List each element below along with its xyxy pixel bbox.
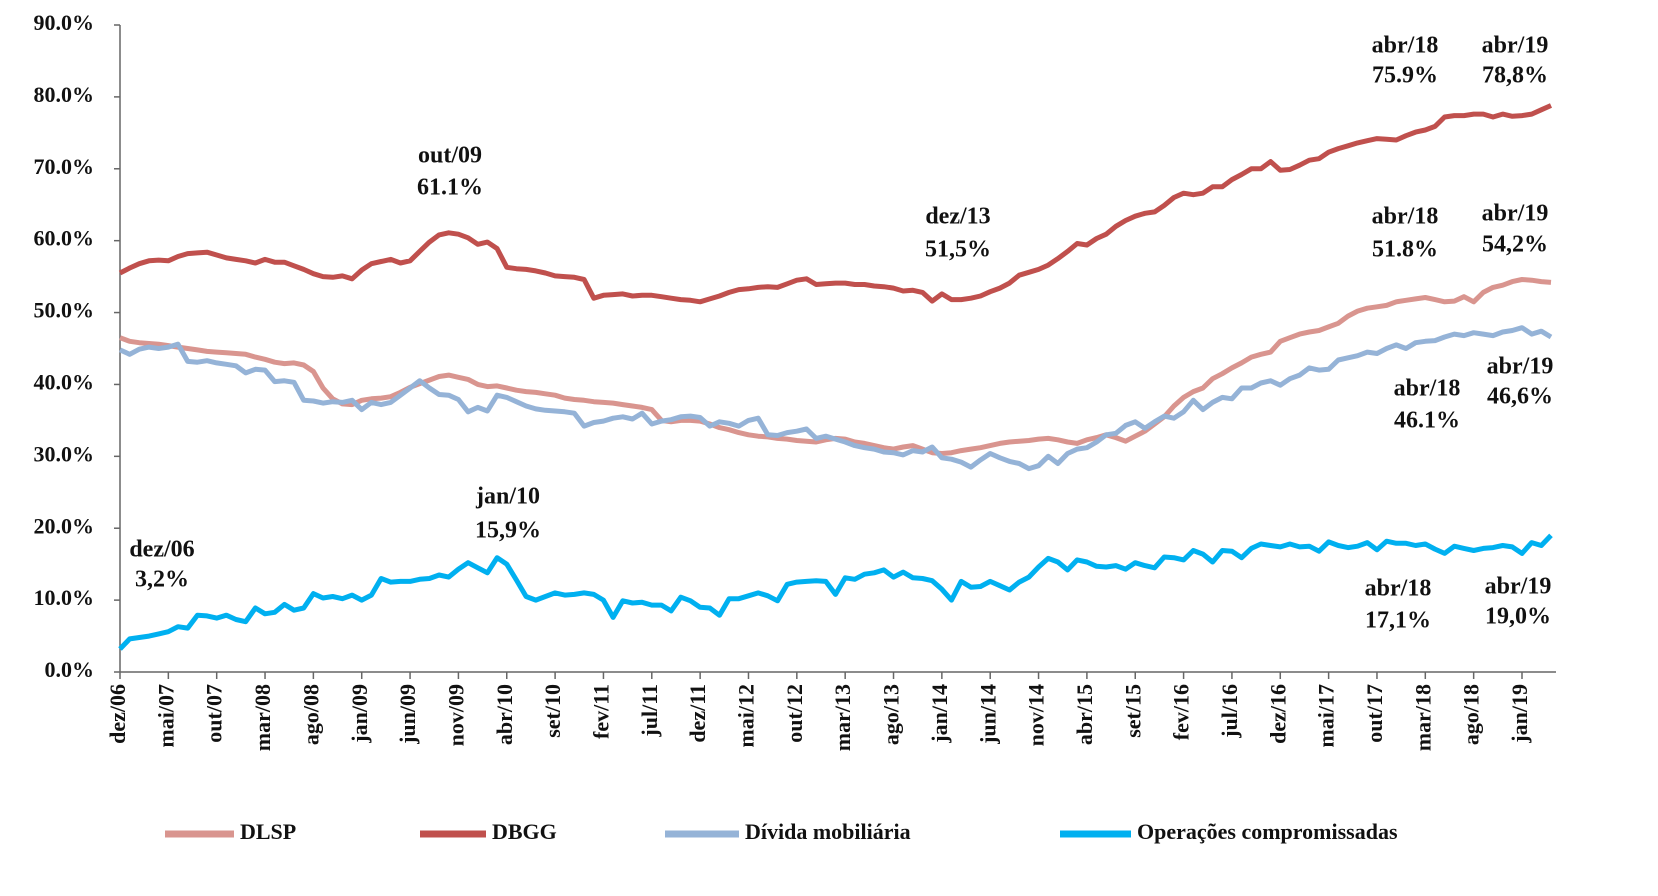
x-tick-label: jul/11 (637, 684, 662, 738)
annotation: 17,1% (1365, 608, 1431, 634)
x-tick-label: mai/12 (734, 684, 759, 748)
x-tick-label: out/17 (1362, 684, 1387, 743)
x-tick-label: fev/16 (1169, 684, 1194, 740)
annotation: abr/18 (1372, 204, 1439, 230)
x-tick-label: mar/18 (1410, 684, 1435, 751)
annotation: abr/18 (1372, 33, 1439, 59)
annotation: abr/19 (1487, 354, 1554, 380)
annotation: 19,0% (1485, 604, 1551, 630)
annotation: 51.8% (1372, 237, 1438, 263)
annotation: abr/19 (1482, 201, 1549, 227)
y-tick-label: 50.0% (34, 298, 95, 323)
x-tick-label: dez/16 (1265, 684, 1290, 744)
annotation: jan/10 (475, 484, 540, 510)
x-tick-label: out/12 (782, 684, 807, 743)
x-tick-label: jun/09 (395, 684, 420, 745)
x-tick-label: set/10 (540, 684, 565, 738)
annotation: 54,2% (1482, 232, 1548, 258)
x-tick-label: mar/13 (830, 684, 855, 751)
y-tick-label: 60.0% (34, 226, 95, 251)
x-tick-label: dez/11 (685, 684, 710, 743)
x-tick-label: mai/07 (153, 684, 178, 748)
x-tick-label: abr/10 (492, 684, 517, 745)
x-tick-label: mai/17 (1314, 684, 1339, 748)
y-tick-label: 90.0% (34, 10, 95, 35)
y-tick-label: 30.0% (34, 441, 95, 466)
x-tick-label: dez/06 (105, 684, 130, 744)
x-tick-label: ago/08 (298, 684, 323, 745)
annotation: abr/18 (1394, 376, 1461, 402)
annotation: 46.1% (1394, 408, 1460, 434)
x-tick-label: out/07 (202, 684, 227, 743)
legend-label: Dívida mobiliária (745, 819, 911, 844)
x-tick-label: ago/13 (879, 684, 904, 745)
y-tick-label: 20.0% (34, 513, 95, 538)
x-tick-label: jul/16 (1217, 684, 1242, 739)
annotation: 75.9% (1372, 63, 1438, 89)
y-tick-label: 70.0% (34, 154, 95, 179)
annotation: dez/13 (925, 204, 990, 230)
x-tick-label: jan/14 (927, 684, 952, 744)
x-tick-label: jun/14 (975, 684, 1000, 745)
legend-label: DBGG (492, 819, 557, 844)
annotation: 46,6% (1487, 384, 1553, 410)
x-tick-label: ago/18 (1459, 684, 1484, 745)
annotation: abr/19 (1482, 33, 1549, 59)
annotation: 15,9% (475, 518, 541, 544)
legend-label: Operações compromissadas (1137, 819, 1398, 844)
series-line (118, 103, 1553, 305)
x-tick-label: fev/11 (588, 684, 613, 739)
annotation: abr/18 (1365, 576, 1432, 602)
x-tick-label: nov/14 (1024, 684, 1049, 746)
annotation: abr/19 (1485, 574, 1552, 600)
annotation: 3,2% (135, 567, 189, 593)
x-tick-label: nov/09 (443, 684, 468, 746)
y-tick-label: 80.0% (34, 82, 95, 107)
x-tick-label: mar/08 (250, 684, 275, 751)
x-tick-label: abr/15 (1072, 684, 1097, 745)
annotation: 61.1% (417, 175, 483, 201)
legend-label: DLSP (240, 819, 296, 844)
x-tick-label: jan/19 (1507, 684, 1532, 744)
x-tick-label: set/15 (1120, 684, 1145, 738)
series-line (118, 325, 1553, 472)
annotation: out/09 (418, 143, 482, 169)
x-tick-label: jan/09 (347, 684, 372, 744)
annotation: 51,5% (925, 237, 991, 263)
series-line (118, 533, 1553, 651)
series-line (119, 277, 1552, 456)
annotation: dez/06 (129, 537, 194, 563)
y-tick-label: 40.0% (34, 369, 95, 394)
y-tick-label: 0.0% (45, 657, 95, 682)
annotation: 78,8% (1482, 63, 1548, 89)
y-tick-label: 10.0% (34, 585, 95, 610)
